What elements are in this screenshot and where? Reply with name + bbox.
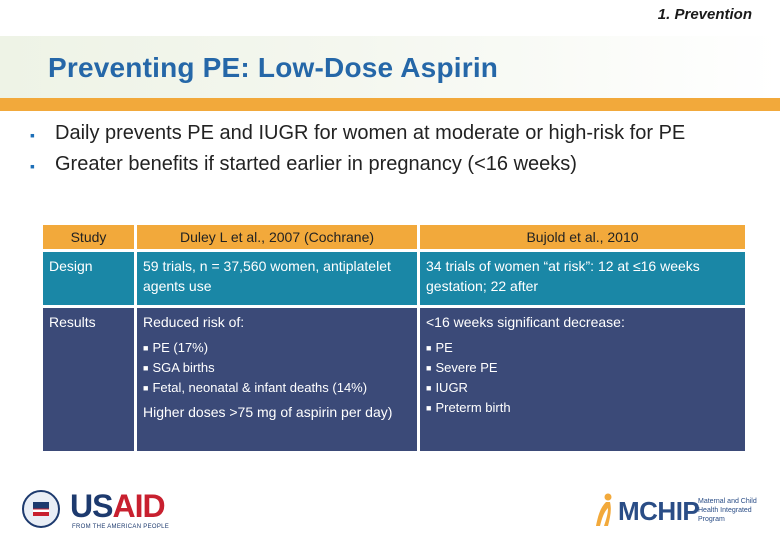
mchip-logo: MCHIP Maternal and Child Health Integrat… xyxy=(590,488,770,532)
section-label: 1. Prevention xyxy=(657,6,752,23)
list-item: ■ PE xyxy=(426,338,739,358)
list-item-text: PE xyxy=(435,340,453,355)
mchip-figure-icon xyxy=(596,493,612,526)
table-row-design: Design 59 trials, n = 37,560 women, anti… xyxy=(43,252,745,305)
list-item-text: SGA births xyxy=(152,360,215,375)
title-rule xyxy=(0,98,780,111)
list-item-text: Preterm birth xyxy=(435,400,511,415)
list-item: ■ Severe PE xyxy=(426,358,739,378)
list-item-text: Fetal, neonatal & infant deaths (14%) xyxy=(152,380,368,395)
list-item: ■ SGA births xyxy=(143,358,411,378)
bullet-square-icon: ■ xyxy=(143,363,149,373)
results-duley-intro: Reduced risk of: xyxy=(143,314,245,330)
results-duley-extra: Higher doses >75 mg of aspirin per day) xyxy=(143,404,393,420)
title-band xyxy=(0,36,780,98)
usaid-us: US xyxy=(70,488,113,524)
header-study: Study xyxy=(43,225,134,249)
bullet-square-icon: ■ xyxy=(426,363,432,373)
list-item-text: PE (17%) xyxy=(152,340,209,355)
usaid-seal-icon xyxy=(22,490,60,528)
results-duley-list: ■ PE (17%) ■ SGA births ■ Fetal, neonatal &… xyxy=(143,338,411,398)
list-item: ■ IUGR xyxy=(426,378,739,398)
bullet-item: ▪ Daily prevents PE and IUGR for women a… xyxy=(28,122,768,145)
list-item-text: IUGR xyxy=(435,380,468,395)
table-row-results: Results Reduced risk of: ■ PE (17%) ■ SGA … xyxy=(43,308,745,451)
bullet-square-icon: ■ xyxy=(143,383,149,393)
list-item: ■ PE (17%) xyxy=(143,338,411,358)
bullet-square-icon: ▪ xyxy=(30,158,35,174)
bullet-square-icon: ■ xyxy=(426,343,432,353)
bullet-square-icon: ■ xyxy=(426,403,432,413)
design-duley: 59 trials, n = 37,560 women, antiplatele… xyxy=(137,252,417,305)
list-item: ■ Preterm birth xyxy=(426,398,739,418)
results-bujold: <16 weeks significant decrease: ■ PE ■ Sev… xyxy=(420,308,745,451)
bullet-list: ▪ Daily prevents PE and IUGR for women a… xyxy=(28,122,768,184)
usaid-aid: AID xyxy=(112,488,165,524)
list-item: ■ Fetal, neonatal & infant deaths (14%) xyxy=(143,378,411,398)
mchip-wordmark: MCHIP xyxy=(618,496,700,526)
design-bujold: 34 trials of women “at risk”: 12 at ≤16 … xyxy=(420,252,745,305)
usaid-tagline: FROM THE AMERICAN PEOPLE xyxy=(72,524,170,530)
slide-title: Preventing PE: Low-Dose Aspirin xyxy=(48,52,499,83)
header-bujold: Bujold et al., 2010 xyxy=(420,225,745,249)
list-item-text: Severe PE xyxy=(435,360,498,375)
mchip-tagline: Maternal and Child Health Integrated Pro… xyxy=(698,498,757,523)
bullet-square-icon: ▪ xyxy=(30,127,35,143)
bullet-text: Daily prevents PE and IUGR for women at … xyxy=(55,122,686,144)
bullet-item: ▪ Greater benefits if started earlier in… xyxy=(28,153,768,176)
usaid-seal-shield xyxy=(33,502,49,516)
studies-table: Study Duley L et al., 2007 (Cochrane) Bu… xyxy=(40,222,748,454)
design-label: Design xyxy=(43,252,134,305)
results-bujold-list: ■ PE ■ Severe PE ■ IUGR ■ Preterm birth xyxy=(426,338,739,418)
table-header-row: Study Duley L et al., 2007 (Cochrane) Bu… xyxy=(43,225,745,249)
bullet-text: Greater benefits if started earlier in p… xyxy=(55,153,577,175)
results-duley: Reduced risk of: ■ PE (17%) ■ SGA births ■… xyxy=(137,308,417,451)
bullet-square-icon: ■ xyxy=(426,383,432,393)
results-bujold-intro: <16 weeks significant decrease: xyxy=(426,314,625,330)
header-duley: Duley L et al., 2007 (Cochrane) xyxy=(137,225,417,249)
usaid-logo: USAID FROM THE AMERICAN PEOPLE xyxy=(22,488,182,534)
usaid-wordmark: USAID xyxy=(70,488,166,525)
results-label: Results xyxy=(43,308,134,451)
bullet-square-icon: ■ xyxy=(143,343,149,353)
